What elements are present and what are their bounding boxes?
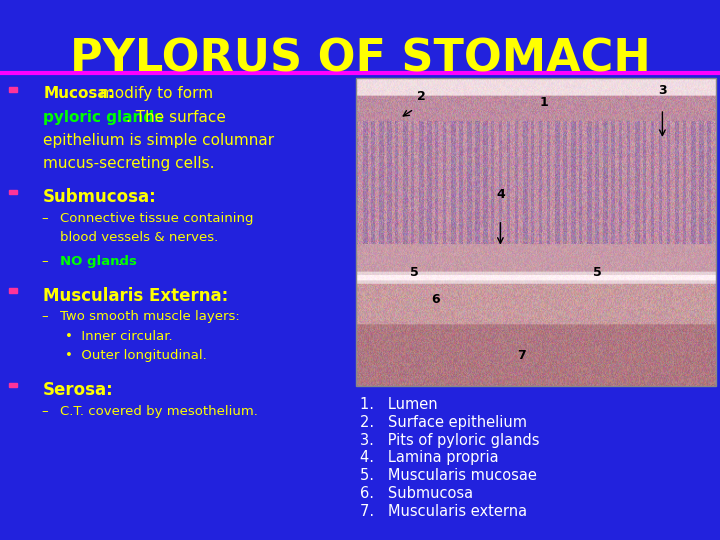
- Text: 5: 5: [593, 266, 602, 279]
- Text: 7: 7: [518, 349, 526, 362]
- Text: 5: 5: [410, 266, 418, 279]
- Bar: [9, 190, 17, 194]
- Text: . The surface: . The surface: [126, 110, 226, 125]
- Text: Two smooth muscle layers:: Two smooth muscle layers:: [60, 310, 240, 323]
- Bar: [9, 382, 17, 387]
- Text: NO glands: NO glands: [60, 255, 137, 268]
- Text: 6.   Submucosa: 6. Submucosa: [360, 486, 473, 501]
- Text: Mucosa:: Mucosa:: [43, 86, 114, 102]
- Text: 3: 3: [658, 84, 667, 97]
- Text: –: –: [41, 212, 48, 225]
- Text: .: .: [117, 255, 122, 268]
- Text: –: –: [41, 255, 48, 268]
- Text: –: –: [41, 310, 48, 323]
- Text: 1.   Lumen: 1. Lumen: [360, 397, 438, 412]
- Text: •  Inner circular.: • Inner circular.: [65, 330, 172, 343]
- Text: 7.   Muscularis externa: 7. Muscularis externa: [360, 504, 527, 519]
- Text: 4: 4: [496, 188, 505, 201]
- Text: Submucosa:: Submucosa:: [43, 188, 157, 206]
- Text: epithelium is simple columnar: epithelium is simple columnar: [43, 133, 274, 148]
- Text: –: –: [41, 404, 48, 417]
- Text: blood vessels & nerves.: blood vessels & nerves.: [60, 232, 218, 245]
- Text: Muscularis Externa:: Muscularis Externa:: [43, 287, 228, 305]
- Text: 5.   Muscularis mucosae: 5. Muscularis mucosae: [360, 468, 537, 483]
- Text: PYLORUS OF STOMACH: PYLORUS OF STOMACH: [70, 38, 650, 81]
- Text: mucus-secreting cells.: mucus-secreting cells.: [43, 156, 215, 171]
- Text: Serosa:: Serosa:: [43, 381, 114, 400]
- Text: 3.   Pits of pyloric glands: 3. Pits of pyloric glands: [360, 433, 539, 448]
- Text: 6: 6: [431, 293, 440, 306]
- Bar: [9, 288, 17, 293]
- Text: •  Outer longitudinal.: • Outer longitudinal.: [65, 349, 207, 362]
- Text: C.T. covered by mesothelium.: C.T. covered by mesothelium.: [60, 404, 258, 417]
- Text: 4.   Lamina propria: 4. Lamina propria: [360, 450, 499, 465]
- Text: pyloric glands: pyloric glands: [43, 110, 163, 125]
- Text: 2.   Surface epithelium: 2. Surface epithelium: [360, 415, 527, 430]
- Text: 1: 1: [539, 96, 548, 109]
- Text: 2: 2: [417, 90, 426, 103]
- Text: modify to form: modify to form: [95, 86, 213, 102]
- Text: Connective tissue containing: Connective tissue containing: [60, 212, 253, 225]
- Bar: [356, 78, 716, 386]
- Bar: [9, 87, 17, 92]
